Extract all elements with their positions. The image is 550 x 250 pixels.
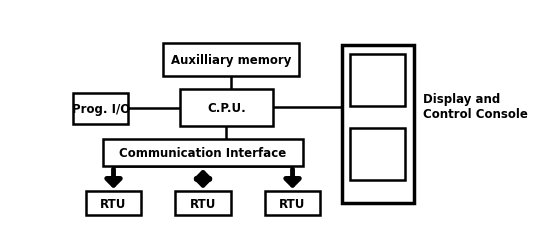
Text: Auxilliary memory: Auxilliary memory xyxy=(170,53,291,66)
Text: RTU: RTU xyxy=(100,197,126,210)
Bar xyxy=(265,192,320,215)
Text: Communication Interface: Communication Interface xyxy=(119,147,287,160)
Bar xyxy=(103,140,303,167)
Text: RTU: RTU xyxy=(279,197,306,210)
Bar xyxy=(163,44,299,76)
Text: Display and
Control Console: Display and Control Console xyxy=(422,93,527,121)
Bar xyxy=(179,90,273,126)
Text: Prog. I/O: Prog. I/O xyxy=(72,102,130,116)
Bar xyxy=(73,94,129,124)
Text: C.P.U.: C.P.U. xyxy=(207,102,246,114)
Bar xyxy=(175,192,231,215)
Bar xyxy=(86,192,141,215)
Text: RTU: RTU xyxy=(190,197,216,210)
Bar xyxy=(350,55,405,107)
Bar xyxy=(350,128,405,180)
Bar xyxy=(342,46,414,203)
